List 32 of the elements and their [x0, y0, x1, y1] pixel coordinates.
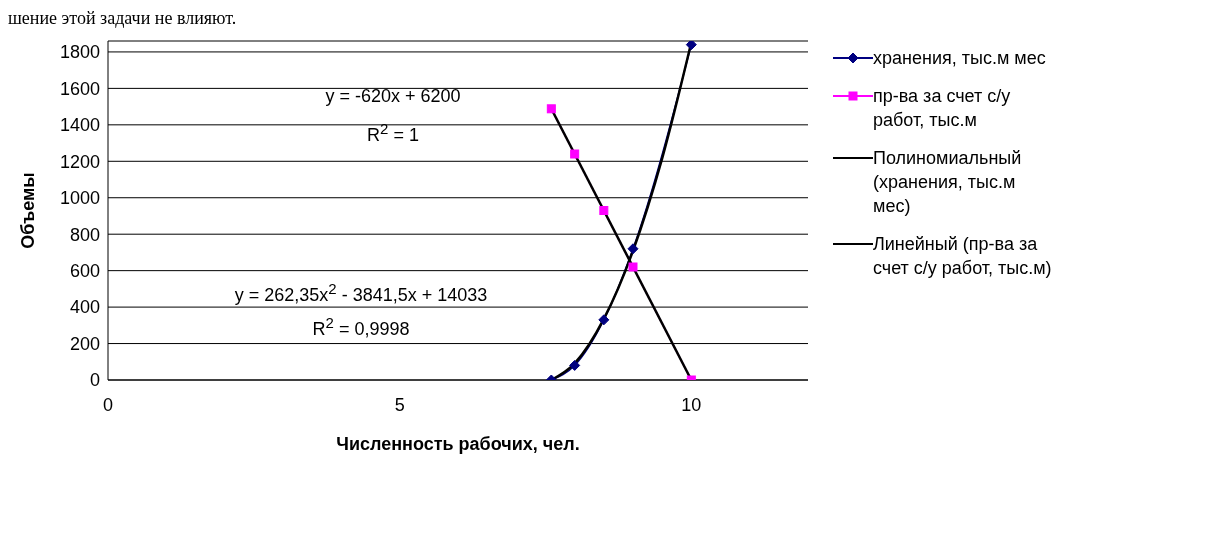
y-tick-label: 400	[69, 297, 100, 318]
y-tick-label: 200	[69, 333, 100, 354]
point	[628, 262, 638, 272]
y-tick-label: 600	[69, 261, 100, 282]
y-tick-label: 1800	[59, 42, 100, 63]
annotation: R$^{2}$ = 0,9998	[311, 314, 411, 340]
y-axis-title: Объемы	[18, 172, 39, 249]
point	[569, 359, 581, 371]
legend-label: Полиномиальный (хранения, тыс.м мес)	[873, 147, 1023, 218]
y-tick-label: 1200	[59, 151, 100, 172]
y-tick-label: 1400	[59, 115, 100, 136]
legend-label: Линейный (пр-ва за счет с/у работ, тыс.м)	[873, 233, 1053, 280]
annotation: y = 262,35x$^{2}$ - 3841,5x + 14033	[233, 280, 489, 306]
text: шение этой задачи не влияют.	[8, 8, 237, 29]
y-tick-label: 0	[89, 370, 100, 391]
point	[546, 104, 556, 114]
point	[599, 206, 609, 215]
legend-label: хранения, тыс.м мес	[873, 47, 1047, 70]
y-tick-label: 1600	[59, 78, 100, 99]
y-tick-label: 1000	[59, 188, 100, 209]
point	[627, 243, 639, 255]
y-tick-label: 800	[69, 224, 100, 245]
x-axis-title: Численность рабочих, чел.	[336, 434, 580, 454]
annotation: R$^{2}$ = 1	[366, 120, 420, 146]
annotation: y = -620x + 6200	[324, 86, 462, 107]
legend-label: пр-ва за счет с/у работ, тыс.м	[873, 85, 1012, 132]
point	[598, 314, 610, 326]
x-tick-label: 5	[394, 394, 405, 415]
point	[570, 149, 580, 159]
x-tick-label: 0	[102, 394, 114, 415]
point	[685, 41, 697, 51]
x-tick-label: 10	[681, 394, 702, 415]
